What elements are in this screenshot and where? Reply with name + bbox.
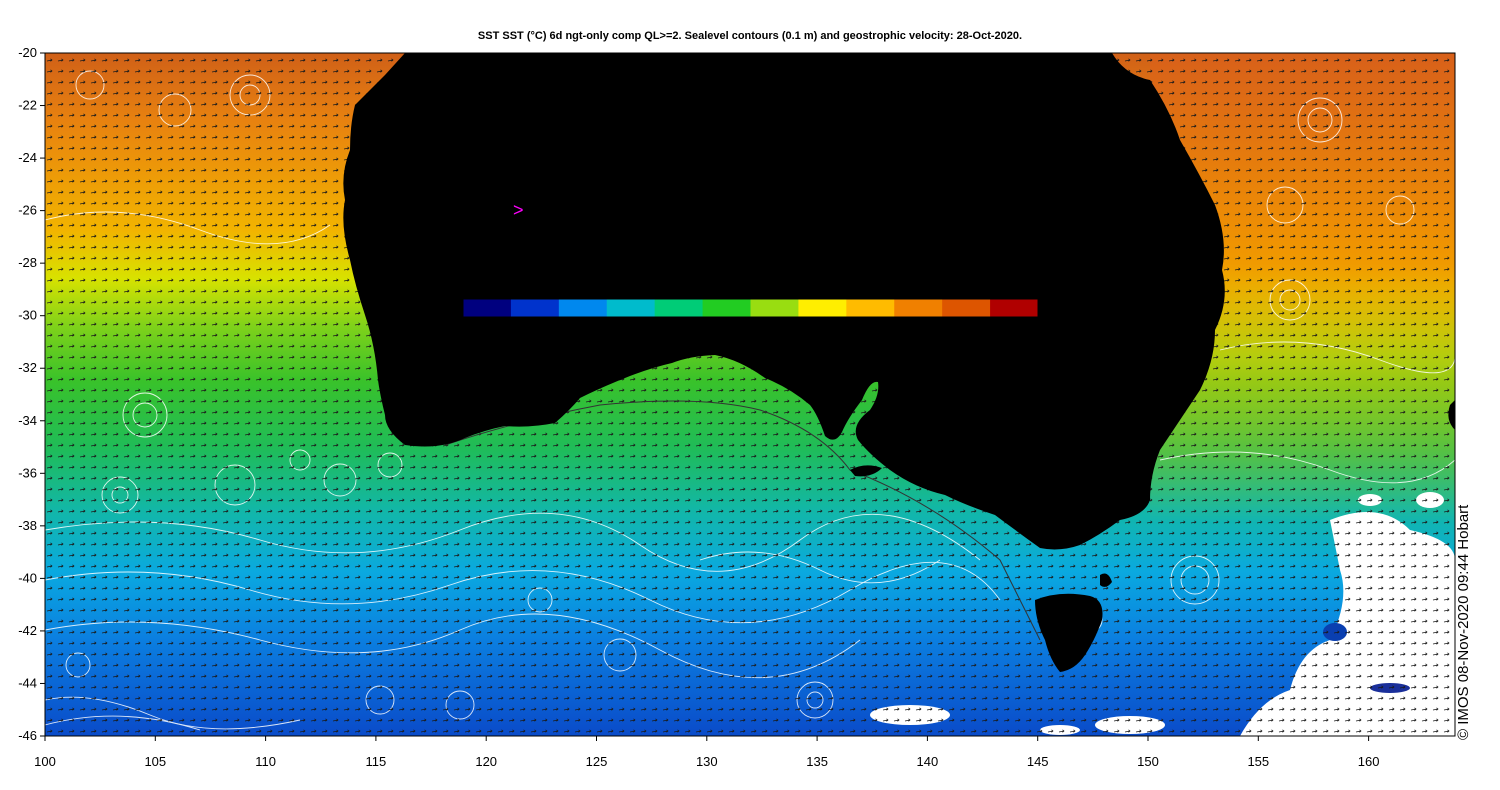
lon-tick-label: 140: [917, 754, 939, 769]
colorbar-tick-label: 14: [662, 330, 680, 347]
velocity-label-3: 0.75 m/s: [720, 149, 779, 166]
tasmania: [1035, 593, 1103, 672]
imos-credit: © IMOS 08-Nov-2020 09:44 Hobart: [1455, 504, 1472, 740]
nz-land: [1448, 400, 1455, 430]
colorbar-tick-label: 16: [714, 330, 732, 347]
lat-tick-label: -40: [18, 570, 37, 585]
colorbar-ticks: 6 8 10 12 14 16 18 20 22 24 26 28: [461, 330, 1041, 347]
colorbar-swatch: [702, 299, 751, 317]
buoy-legend: > Drifting buoy positions 22-Oct-2020 to…: [513, 200, 940, 220]
latitude-axis: -20 -22 -24 -26 -28 -30 -32 -34 -36 -38 -40 -42 -44 -…: [18, 45, 45, 743]
shelf-contour: [444, 400, 1041, 641]
kangaroo-island: [850, 465, 882, 477]
colorbar-title: SST (°C) 6d ngt-only comp QL>=2: [620, 272, 876, 289]
lat-tick-label: -36: [18, 465, 37, 480]
colorbar-tick-label: 24: [920, 330, 938, 347]
lat-tick-label: -44: [18, 675, 37, 690]
plot-frame: [44, 52, 1456, 737]
lon-tick-label: 160: [1358, 754, 1380, 769]
colorbar-swatch: [798, 299, 847, 317]
colorbar-tick-label: 22: [868, 330, 886, 347]
colorbar-tick-label: 8: [512, 330, 521, 347]
colorbar-swatch: [990, 299, 1039, 317]
lat-tick-label: -32: [18, 360, 37, 375]
colorbar-tick-label: 6: [461, 330, 470, 347]
lon-tick-label: 135: [806, 754, 828, 769]
colorbar-tick-label: 10: [559, 330, 577, 347]
buoy-glyph: >: [513, 200, 524, 220]
colorbar-tick-label: 20: [817, 330, 835, 347]
colorbar-swatch: [942, 299, 991, 317]
flinders-island: [1100, 573, 1112, 587]
colorbar-tick-label: 26: [972, 330, 990, 347]
velocity-label-1: 0.25 m/s: [720, 97, 779, 114]
lat-tick-label: -46: [18, 728, 37, 743]
colorbar: SST (°C) 6d ngt-only comp QL>=2 6 8 10 12 14…: [461, 272, 1041, 347]
lon-tick-label: 100: [34, 754, 56, 769]
lat-tick-label: -38: [18, 518, 37, 533]
colorbar-swatch: [750, 299, 799, 317]
colorbar-swatch: [894, 299, 943, 317]
colorbar-swatch: [606, 299, 656, 317]
colorbar-swatch: [654, 299, 704, 317]
lon-tick-label: 110: [255, 754, 276, 769]
velocity-legend: > 0.25 m/s > 0.5 m/s > 0.75 m/s: [696, 97, 779, 166]
colorbar-tick-label: 12: [611, 330, 629, 347]
colorbar-swatch: [558, 299, 608, 317]
lat-tick-label: -34: [18, 413, 37, 428]
map-title: SST SST (°C) 6d ngt-only comp QL>=2. Sea…: [477, 30, 1023, 42]
lon-tick-label: 125: [586, 754, 608, 769]
lat-tick-label: -26: [18, 203, 37, 218]
longitude-axis: 100 105 110 115 120 125 130 135 140 145 150 155 160: [34, 736, 1379, 769]
colorbar-swatches: [463, 299, 1039, 317]
lat-tick-label: -20: [18, 45, 37, 60]
lon-tick-label: 115: [366, 754, 387, 769]
colorbar-tick-label: 28: [1023, 330, 1041, 347]
colorbar-swatch: [510, 299, 560, 317]
lat-tick-label: -22: [18, 98, 37, 113]
lat-tick-label: -30: [18, 308, 37, 323]
colorbar-swatch: [463, 299, 512, 317]
buoy-label: Drifting buoy positions 22-Oct-2020 to 0…: [551, 203, 940, 220]
lon-tick-label: 130: [696, 754, 718, 769]
lon-tick-label: 120: [475, 754, 497, 769]
lon-tick-label: 155: [1247, 754, 1269, 769]
lat-tick-label: -28: [18, 255, 37, 270]
velocity-glyph-1: >: [700, 101, 706, 112]
velocity-glyph-3: >: [696, 149, 704, 165]
velocity-glyph-2: >: [698, 126, 704, 138]
velocity-label-2: 0.5 m/s: [725, 123, 776, 140]
colorbar-tick-label: 18: [765, 330, 783, 347]
lat-tick-label: -24: [18, 150, 37, 165]
lon-tick-label: 145: [1027, 754, 1049, 769]
colorbar-swatch: [846, 299, 895, 317]
lon-tick-label: 150: [1137, 754, 1159, 769]
lat-tick-label: -42: [18, 623, 37, 638]
lon-tick-label: 105: [144, 754, 166, 769]
